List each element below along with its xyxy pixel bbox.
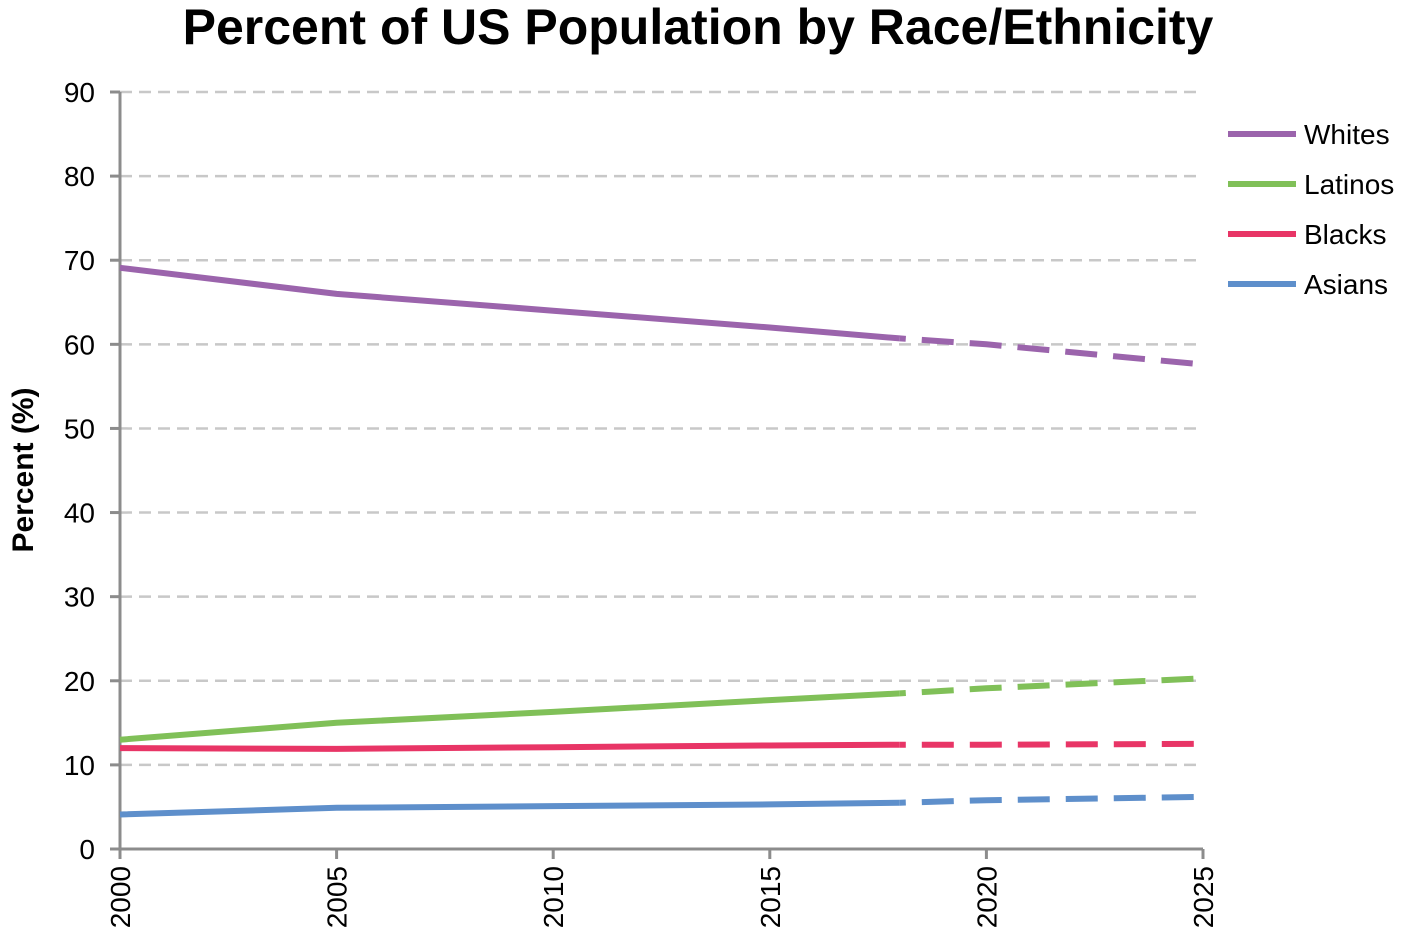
x-tick-label-2020: 2020 [971, 866, 1002, 928]
legend-label-asians: Asians [1304, 269, 1388, 300]
series-line-latinos [119, 690, 900, 743]
y-tick-label-50: 50 [64, 413, 95, 444]
series-projection-latinos [899, 675, 1204, 697]
y-tick-label-0: 0 [79, 834, 95, 865]
y-tick-label-60: 60 [64, 329, 95, 360]
series-line-asians [119, 799, 900, 818]
x-tick-label-2000: 2000 [105, 866, 136, 928]
series-line-whites [119, 264, 901, 342]
x-tick-label-2005: 2005 [322, 866, 353, 928]
y-tick-label-10: 10 [64, 750, 95, 781]
y-tick-label-40: 40 [64, 498, 95, 529]
tick-labels: 0 10 20 30 40 50 60 70 80 90 2000 2005 2010 2015 2020 2… [64, 77, 1219, 928]
gridlines [120, 90, 1203, 767]
series-projection-blacks [899, 740, 1204, 748]
x-tick-label-2010: 2010 [538, 866, 569, 928]
y-tick-label-80: 80 [64, 161, 95, 192]
series-lines [119, 264, 1204, 818]
y-tick-label-90: 90 [64, 77, 95, 108]
y-axis-label: Percent (%) [7, 387, 40, 552]
y-tick-label-30: 30 [64, 582, 95, 613]
legend-label-latinos: Latinos [1304, 169, 1394, 200]
legend: Whites Latinos Blacks Asians [1228, 119, 1394, 300]
x-tick-label-2015: 2015 [755, 866, 786, 928]
series-line-blacks [119, 741, 900, 752]
y-tick-label-70: 70 [64, 245, 95, 276]
chart-title: Percent of US Population by Race/Ethnici… [183, 0, 1214, 55]
y-tick-label-20: 20 [64, 666, 95, 697]
legend-label-whites: Whites [1304, 119, 1390, 150]
axes [110, 90, 1205, 859]
series-projection-asians [899, 793, 1204, 806]
legend-label-blacks: Blacks [1304, 219, 1386, 250]
x-tick-label-2025: 2025 [1188, 866, 1219, 928]
series-projection-whites [899, 335, 1204, 368]
